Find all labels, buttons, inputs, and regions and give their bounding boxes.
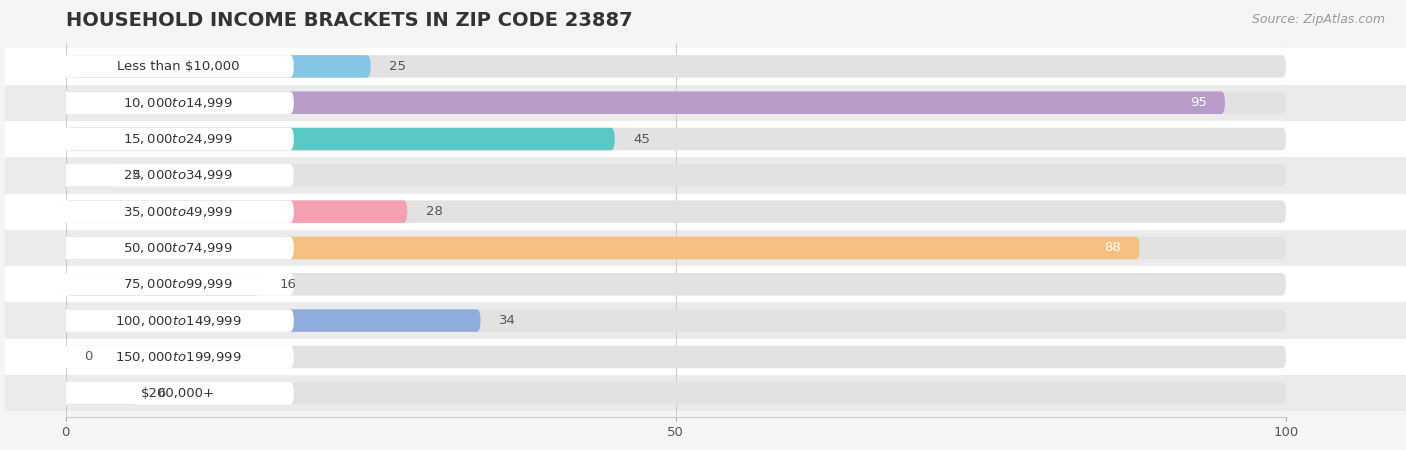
FancyBboxPatch shape <box>66 346 1286 368</box>
FancyBboxPatch shape <box>66 200 1286 223</box>
FancyBboxPatch shape <box>4 266 1406 302</box>
Text: $150,000 to $199,999: $150,000 to $199,999 <box>115 350 242 364</box>
FancyBboxPatch shape <box>4 230 1406 266</box>
Text: $10,000 to $14,999: $10,000 to $14,999 <box>124 96 233 110</box>
FancyBboxPatch shape <box>4 339 1406 375</box>
FancyBboxPatch shape <box>66 309 1286 332</box>
Text: 16: 16 <box>280 278 297 291</box>
FancyBboxPatch shape <box>66 55 1286 78</box>
FancyBboxPatch shape <box>62 382 294 405</box>
FancyBboxPatch shape <box>4 302 1406 339</box>
Text: $100,000 to $149,999: $100,000 to $149,999 <box>115 314 242 328</box>
FancyBboxPatch shape <box>66 309 481 332</box>
FancyBboxPatch shape <box>62 91 294 114</box>
FancyBboxPatch shape <box>66 91 1286 114</box>
FancyBboxPatch shape <box>62 200 294 223</box>
FancyBboxPatch shape <box>4 375 1406 411</box>
FancyBboxPatch shape <box>4 194 1406 230</box>
Text: $15,000 to $24,999: $15,000 to $24,999 <box>124 132 233 146</box>
Text: 0: 0 <box>84 351 93 364</box>
Text: 28: 28 <box>426 205 443 218</box>
FancyBboxPatch shape <box>66 91 1225 114</box>
FancyBboxPatch shape <box>66 237 1286 259</box>
FancyBboxPatch shape <box>62 273 294 296</box>
Text: 45: 45 <box>633 132 650 145</box>
Text: 95: 95 <box>1189 96 1206 109</box>
FancyBboxPatch shape <box>66 164 1286 187</box>
Text: Less than $10,000: Less than $10,000 <box>117 60 239 73</box>
FancyBboxPatch shape <box>4 85 1406 121</box>
FancyBboxPatch shape <box>66 128 1286 150</box>
Text: $35,000 to $49,999: $35,000 to $49,999 <box>124 205 233 219</box>
Text: $75,000 to $99,999: $75,000 to $99,999 <box>124 277 233 291</box>
FancyBboxPatch shape <box>4 157 1406 194</box>
FancyBboxPatch shape <box>66 128 614 150</box>
Text: 34: 34 <box>499 314 516 327</box>
FancyBboxPatch shape <box>62 128 294 150</box>
Text: $50,000 to $74,999: $50,000 to $74,999 <box>124 241 233 255</box>
Text: $200,000+: $200,000+ <box>141 387 215 400</box>
Text: $25,000 to $34,999: $25,000 to $34,999 <box>124 168 233 182</box>
FancyBboxPatch shape <box>66 382 1286 405</box>
Text: Source: ZipAtlas.com: Source: ZipAtlas.com <box>1251 14 1385 27</box>
FancyBboxPatch shape <box>66 382 139 405</box>
Text: 6: 6 <box>157 387 166 400</box>
FancyBboxPatch shape <box>62 164 294 187</box>
FancyBboxPatch shape <box>66 273 1286 296</box>
FancyBboxPatch shape <box>66 55 371 78</box>
Text: 25: 25 <box>389 60 406 73</box>
FancyBboxPatch shape <box>4 121 1406 157</box>
Text: HOUSEHOLD INCOME BRACKETS IN ZIP CODE 23887: HOUSEHOLD INCOME BRACKETS IN ZIP CODE 23… <box>66 11 633 30</box>
FancyBboxPatch shape <box>4 48 1406 85</box>
Text: 4: 4 <box>132 169 141 182</box>
FancyBboxPatch shape <box>66 200 408 223</box>
FancyBboxPatch shape <box>66 164 114 187</box>
FancyBboxPatch shape <box>62 309 294 332</box>
FancyBboxPatch shape <box>62 237 294 259</box>
Text: 88: 88 <box>1105 242 1121 255</box>
FancyBboxPatch shape <box>66 273 262 296</box>
FancyBboxPatch shape <box>62 55 294 78</box>
FancyBboxPatch shape <box>66 237 1139 259</box>
FancyBboxPatch shape <box>62 346 294 368</box>
